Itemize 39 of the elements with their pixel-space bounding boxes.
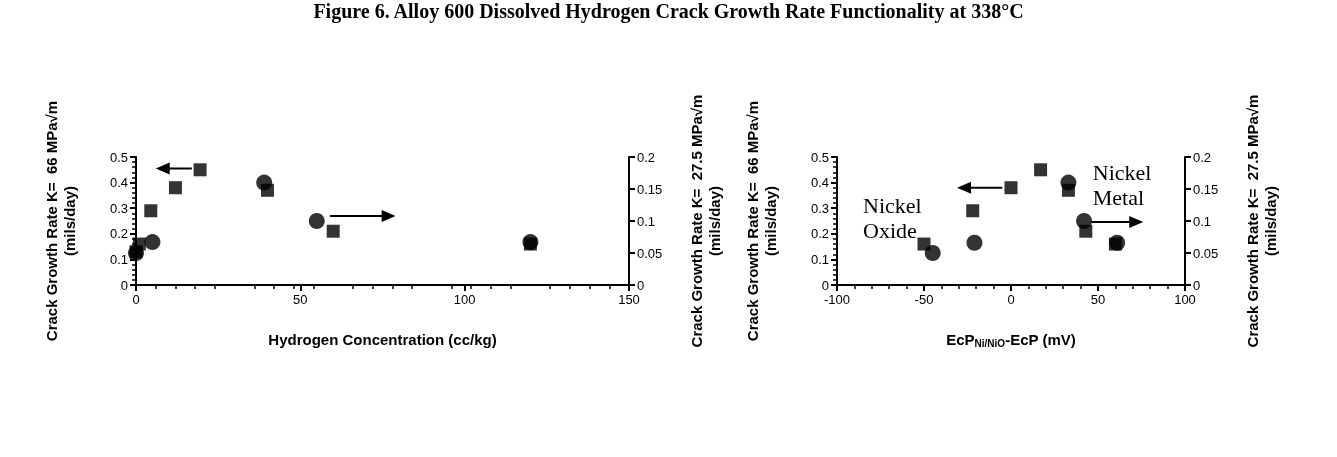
y2-axis-title: Crack Growth Rate K= 27.5 MPa√m (mils/day) <box>687 94 723 348</box>
y2-tick-label: 0.2 <box>1193 149 1212 165</box>
y-tick-label: 0.3 <box>810 200 829 216</box>
annotation: Nickel Oxide <box>863 192 922 243</box>
y-tick-label: 0.1 <box>109 251 128 267</box>
y-tick-label: 0.4 <box>109 175 128 191</box>
y2-axis-title: Crack Growth Rate K= 27.5 MPa√m (mils/day) <box>1243 94 1279 348</box>
y-tick-label: 0.2 <box>810 226 829 242</box>
y-tick-label: 0.1 <box>810 251 829 267</box>
x-tick-label: -100 <box>823 292 851 307</box>
y2-tick-label: 0.15 <box>1193 181 1219 197</box>
y-tick-label: 0 <box>821 277 829 293</box>
y-tick-label: 0.2 <box>109 226 128 242</box>
y-tick-label: 0 <box>120 277 128 293</box>
y2-tick-label: 0.1 <box>1193 213 1212 229</box>
y2-tick-label: 0.15 <box>637 181 663 197</box>
x-tick-label: 0 <box>1007 292 1015 307</box>
x-tick-label: 100 <box>1174 292 1196 307</box>
x-tick-label: 50 <box>1090 292 1106 307</box>
x-tick-label: -50 <box>914 292 934 307</box>
x-tick-label: 0 <box>132 292 140 307</box>
x-tick-label: 100 <box>453 292 476 307</box>
x-tick-label: 50 <box>293 292 308 307</box>
x-axis-title: Hydrogen Concentration (cc/kg) <box>268 330 497 348</box>
y2-tick-label: 0.05 <box>637 245 663 261</box>
y2-tick-label: 0.05 <box>1193 245 1219 261</box>
y-tick-label: 0.4 <box>810 175 829 191</box>
x-tick-label: 150 <box>618 292 640 307</box>
y-tick-label: 0.5 <box>810 149 829 165</box>
y2-tick-label: 0 <box>1193 277 1201 293</box>
y2-tick-label: 0.1 <box>637 213 656 229</box>
y2-tick-label: 0.2 <box>637 149 656 165</box>
annotation: Nickel Metal <box>1092 159 1152 210</box>
y-axis-title: Crack Growth Rate K= 66 MPa√m (mils/day) <box>42 100 78 342</box>
chart-title: Figure 6. Alloy 600 Dissolved Hydrogen Crack Growth Rate Functionality at 338°C <box>312 0 1025 23</box>
y2-tick-label: 0 <box>637 277 645 293</box>
y-tick-label: 0.5 <box>109 149 128 165</box>
y-axis-title: Crack Growth Rate K= 66 MPa√m (mils/day) <box>743 100 779 342</box>
y-tick-label: 0.3 <box>109 200 128 216</box>
